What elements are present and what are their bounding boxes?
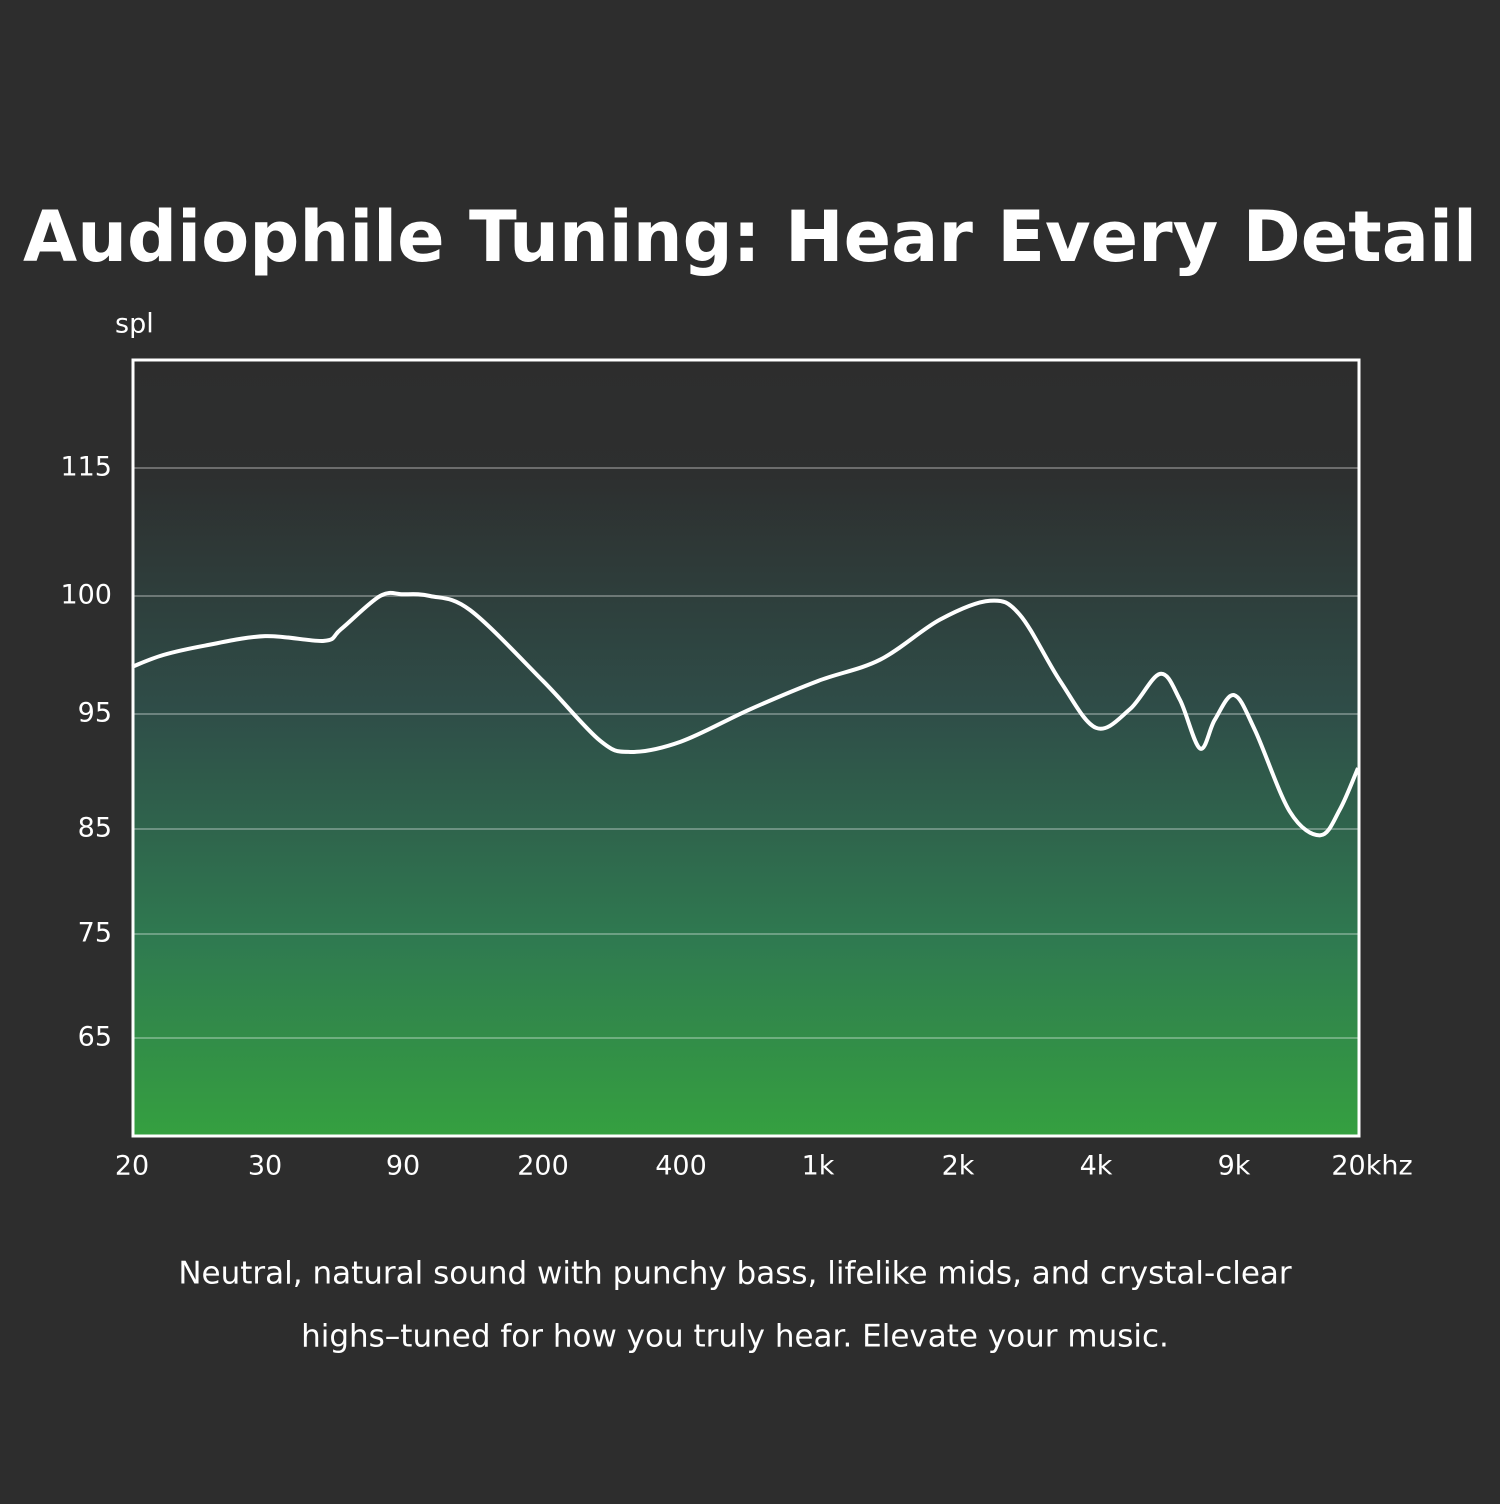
chart-title: Audiophile Tuning: Hear Every Detail [23,196,1477,278]
y-tick-label: 65 [78,1022,112,1053]
x-tick-label: 20 [115,1151,149,1182]
x-tick-label: 20khz [1331,1151,1412,1182]
y-axis-label: spl [115,309,154,340]
plot-border [131,358,1361,1138]
y-tick-label: 100 [60,580,112,611]
x-tick-label: 1k [802,1151,835,1182]
x-tick-label: 9k [1218,1151,1251,1182]
y-tick-label: 115 [60,452,112,483]
grid [130,360,1360,1136]
x-tick-label: 90 [386,1151,420,1182]
response-line [131,590,1360,838]
plot-area [133,360,1359,1136]
x-tick-label: 200 [517,1151,569,1182]
x-tick-label: 4k [1080,1151,1113,1182]
x-tick-label: 30 [248,1151,282,1182]
y-tick-label: 85 [78,813,112,844]
y-tick-label: 95 [78,698,112,729]
y-tick-label: 75 [78,918,112,949]
description-line: Neutral, natural sound with punchy bass,… [178,1256,1292,1292]
plot [131,590,1360,838]
x-tick-label: 2k [942,1151,975,1182]
description-line: highs–tuned for how you truly hear. Elev… [301,1319,1169,1355]
x-tick-label: 400 [655,1151,707,1182]
